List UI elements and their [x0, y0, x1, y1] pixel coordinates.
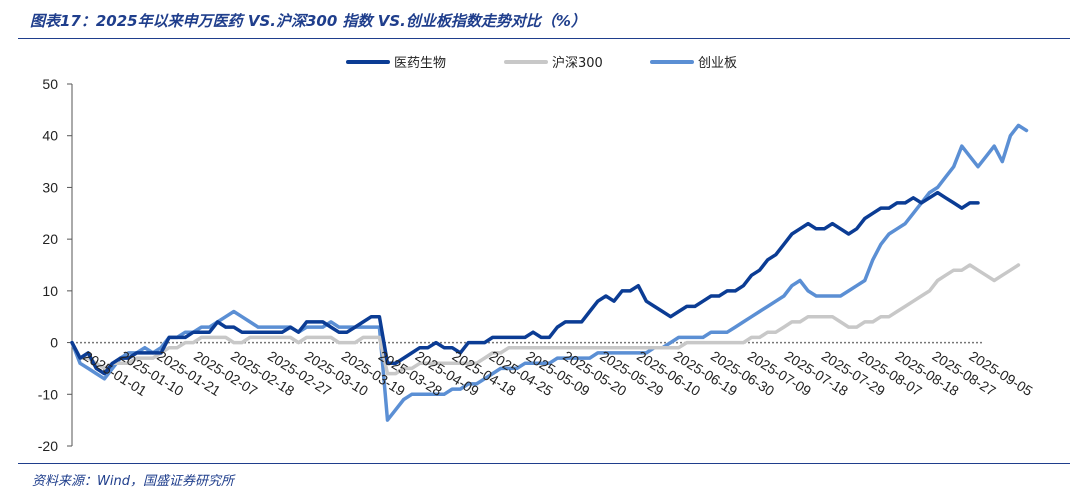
y-tick-label: -10 [38, 386, 58, 402]
series-line [70, 190, 980, 376]
y-tick-label: -20 [38, 438, 58, 454]
legend-label: 医药生物 [394, 56, 446, 71]
y-tick-label: 30 [42, 179, 58, 195]
series-line [70, 123, 1029, 422]
chart-title: 图表17：2025年以来申万医药 VS.沪深300 指数 VS.创业板指数走势对… [30, 12, 586, 30]
source-divider [18, 463, 1070, 464]
y-tick-label: 50 [42, 76, 58, 92]
legend-label: 创业板 [698, 56, 737, 71]
source-note: 资料来源：Wind，国盛证券研究所 [32, 474, 234, 489]
y-tick-label: 20 [42, 231, 58, 247]
y-tick-label: 10 [42, 283, 58, 299]
y-tick-label: 0 [50, 335, 58, 351]
series-line [70, 263, 1021, 376]
y-tick-label: 40 [42, 128, 58, 144]
legend-label: 沪深300 [552, 55, 603, 71]
title-divider [18, 38, 1070, 39]
